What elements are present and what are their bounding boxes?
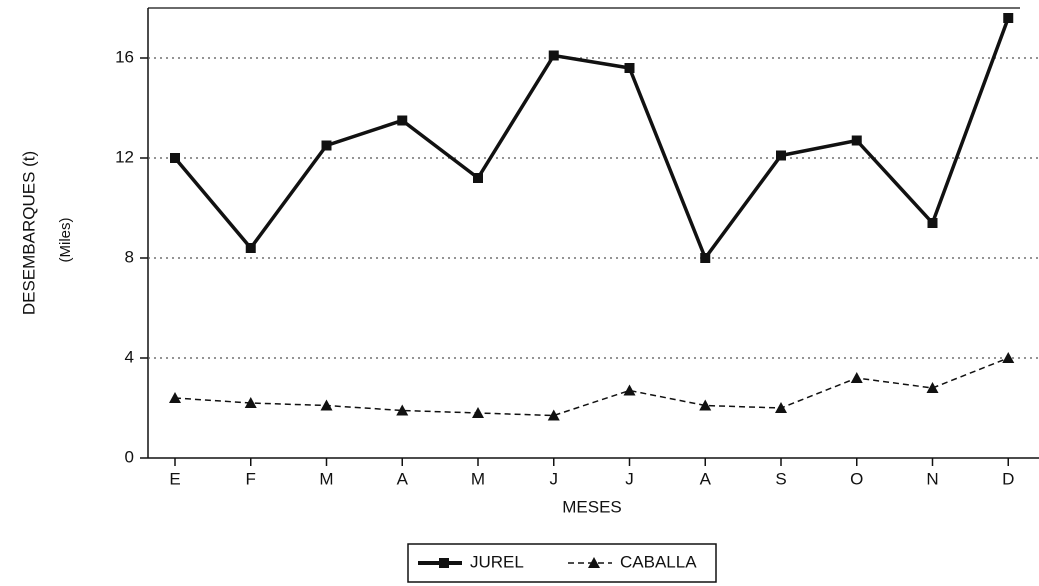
marker	[169, 392, 181, 403]
x-tick-label: A	[700, 469, 712, 488]
y-axis-label: DESEMBARQUES (t)	[19, 151, 38, 315]
marker	[623, 384, 636, 396]
legend-box	[407, 543, 717, 583]
marker	[548, 50, 559, 61]
series-line	[173, 17, 1010, 262]
x-tick-label: D	[1002, 469, 1014, 488]
marker	[439, 558, 449, 568]
x-tick-label: O	[850, 469, 863, 488]
marker	[926, 382, 939, 393]
x-tick-label: M	[319, 469, 333, 488]
marker	[699, 399, 712, 411]
marker	[850, 372, 863, 383]
marker	[170, 153, 180, 163]
marker	[776, 150, 786, 161]
marker	[320, 399, 333, 411]
x-tick-label: M	[471, 469, 485, 488]
x-tick-label: E	[169, 469, 180, 488]
y-tick-label: 8	[125, 247, 134, 266]
x-axis-label: MESES	[562, 497, 622, 516]
marker	[927, 218, 938, 228]
y-tick-label: 0	[125, 447, 134, 466]
x-tick-label: J	[550, 469, 559, 488]
marker	[244, 397, 257, 408]
marker	[851, 135, 862, 146]
x-tick-label: S	[775, 469, 786, 488]
marker	[700, 253, 711, 263]
y-tick-label: 16	[115, 47, 134, 66]
y-axis-sublabel: (Miles)	[57, 218, 74, 263]
marker	[1002, 352, 1015, 363]
marker	[1003, 13, 1014, 23]
x-tick-label: A	[397, 469, 409, 488]
marker	[472, 407, 484, 418]
marker	[473, 173, 483, 183]
y-tick-label: 4	[125, 347, 134, 366]
marker	[588, 557, 600, 568]
marker	[624, 63, 635, 73]
series-line	[174, 357, 1009, 417]
x-tick-label: N	[926, 469, 938, 488]
marker	[547, 409, 560, 421]
x-tick-label: F	[246, 469, 256, 488]
legend-label: JUREL	[470, 552, 524, 571]
marker	[397, 115, 408, 126]
legend-label: CABALLA	[620, 552, 697, 571]
y-tick-label: 12	[115, 147, 134, 166]
marker	[396, 404, 409, 416]
marker	[775, 402, 787, 413]
marker	[245, 243, 256, 253]
x-tick-label: J	[625, 469, 634, 488]
marker	[321, 140, 332, 151]
